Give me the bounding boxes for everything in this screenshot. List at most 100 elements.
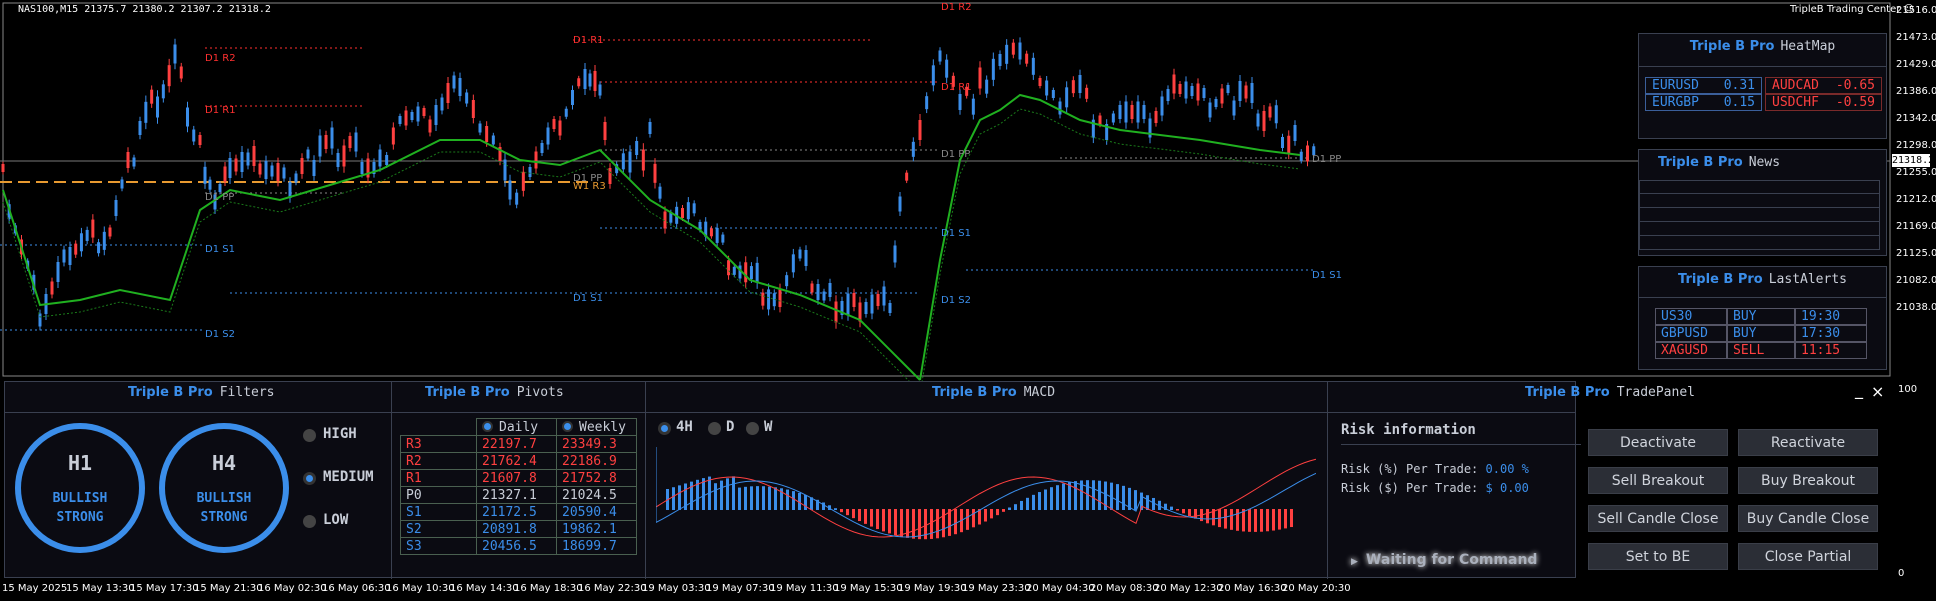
macd-bar — [1044, 489, 1047, 510]
set-to-be-button[interactable]: Set to BE — [1588, 543, 1728, 570]
news-brand: Triple B Pro — [1658, 155, 1743, 170]
macd-bar — [1062, 483, 1065, 510]
buy-candle-close-button[interactable]: Buy Candle Close — [1738, 505, 1878, 532]
macd-bar — [840, 509, 843, 513]
macd-bar — [918, 509, 921, 540]
candle-body — [692, 203, 696, 214]
news-row[interactable] — [1639, 180, 1880, 194]
filter-medium-radio[interactable] — [303, 472, 316, 485]
news-row[interactable] — [1639, 236, 1880, 250]
macd-bar — [816, 499, 819, 510]
sell-candle-close-button[interactable]: Sell Candle Close — [1588, 505, 1728, 532]
candle-body — [434, 105, 438, 125]
close-partial-button[interactable]: Close Partial — [1738, 543, 1878, 570]
macd-w-radio[interactable] — [746, 422, 759, 435]
candle-body — [330, 127, 334, 149]
heatmap-cell[interactable]: USDCHF -0.59 — [1765, 94, 1882, 111]
candle-body — [1274, 105, 1278, 124]
filters-brand: Triple B Pro — [128, 385, 213, 400]
alert-symbol[interactable]: XAGUSD — [1655, 342, 1727, 359]
news-list[interactable] — [1639, 180, 1880, 250]
candle-body — [858, 302, 862, 322]
candle-body — [1299, 151, 1303, 161]
sell-breakout-button[interactable]: Sell Breakout — [1588, 467, 1728, 494]
alert-symbol[interactable]: US30 — [1655, 308, 1727, 325]
h4-label: H4 — [211, 451, 237, 475]
candle-body — [167, 65, 171, 87]
candle-body — [68, 247, 72, 265]
candle-body — [598, 84, 602, 96]
buy-breakout-button[interactable]: Buy Breakout — [1738, 467, 1878, 494]
candle-body — [698, 222, 702, 230]
time-tick: 16 May 14:30 — [450, 583, 519, 594]
current-price-label: 21318.2 — [1892, 154, 1935, 167]
candle-body — [288, 182, 292, 198]
level-w1r3: W1 R3 — [573, 181, 606, 192]
news-row[interactable] — [1639, 222, 1880, 236]
heatmap-cell[interactable]: EURUSD 0.31 — [1645, 77, 1762, 94]
alerts-panel: Triple B Pro LastAlerts US30 BUY 19:30 GB… — [1638, 266, 1887, 370]
pivots-weekly-header[interactable]: Weekly — [556, 418, 637, 436]
candle-body — [1262, 111, 1266, 131]
candle-body — [276, 163, 280, 181]
minimize-button[interactable]: _ — [1855, 380, 1863, 399]
macd-d-radio[interactable] — [708, 422, 721, 435]
signal-line — [656, 447, 1316, 538]
candle-body — [91, 219, 95, 238]
time-tick: 20 May 08:30 — [1090, 583, 1159, 594]
macd-bar — [954, 509, 957, 535]
heatmap-cell[interactable]: EURGBP 0.15 — [1645, 94, 1762, 111]
candle-body — [1071, 80, 1075, 94]
candle-body — [663, 211, 667, 229]
news-panel: Triple B Pro News — [1638, 149, 1887, 256]
candle-body — [577, 78, 581, 87]
filter-low-radio[interactable] — [303, 515, 316, 528]
candle-body — [173, 44, 177, 64]
price-tick: 21473.0 — [1896, 32, 1936, 43]
candle-body — [658, 186, 662, 199]
candle-body — [564, 108, 568, 117]
candle-body — [1142, 105, 1146, 119]
candle-body — [681, 208, 684, 218]
candle-body — [97, 242, 101, 254]
candle-body — [727, 260, 731, 276]
candle-body — [156, 96, 159, 118]
macd-bar — [1152, 497, 1155, 510]
trend-band — [919, 93, 1301, 381]
filter-high-radio[interactable] — [303, 429, 316, 442]
news-row[interactable] — [1639, 208, 1880, 222]
heatmap-cell[interactable]: AUDCAD -0.65 — [1765, 77, 1882, 94]
sub-axis-min: 0 — [1898, 568, 1905, 579]
deactivate-button[interactable]: Deactivate — [1588, 429, 1728, 456]
macd-bar — [1260, 509, 1263, 532]
macd-4h-radio[interactable] — [658, 422, 671, 435]
candle-body — [546, 127, 550, 145]
h1-gauge: H1 BULLISH STRONG — [15, 423, 145, 553]
macd-bar — [1110, 482, 1113, 510]
candle-body — [79, 233, 83, 252]
macd-bar — [810, 497, 813, 510]
candle-body — [822, 291, 826, 301]
pivots-daily-header[interactable]: Daily — [476, 418, 557, 436]
time-tick: 20 May 12:30 — [1154, 583, 1223, 594]
candle-body — [186, 107, 189, 127]
news-row[interactable] — [1639, 194, 1880, 208]
pivot-cell: 21762.4 — [476, 452, 557, 470]
pivot-cell: R1 — [400, 469, 477, 487]
macd-bar — [1122, 485, 1125, 510]
level-d1r1: D1 R1 — [205, 105, 236, 116]
candle-body — [1038, 78, 1042, 86]
candle-body — [161, 84, 165, 99]
candle-body — [378, 149, 382, 167]
macd-bar — [906, 509, 909, 538]
macd-bar — [1008, 507, 1011, 510]
candle-body — [603, 122, 607, 140]
filters-title: Filters — [219, 385, 275, 400]
candle-body — [521, 171, 525, 191]
macd-bar — [1080, 480, 1083, 510]
reactivate-button[interactable]: Reactivate — [1738, 429, 1878, 456]
close-button[interactable]: × — [1871, 382, 1885, 401]
candle-body — [1098, 115, 1102, 125]
alert-symbol[interactable]: GBPUSD — [1655, 325, 1727, 342]
